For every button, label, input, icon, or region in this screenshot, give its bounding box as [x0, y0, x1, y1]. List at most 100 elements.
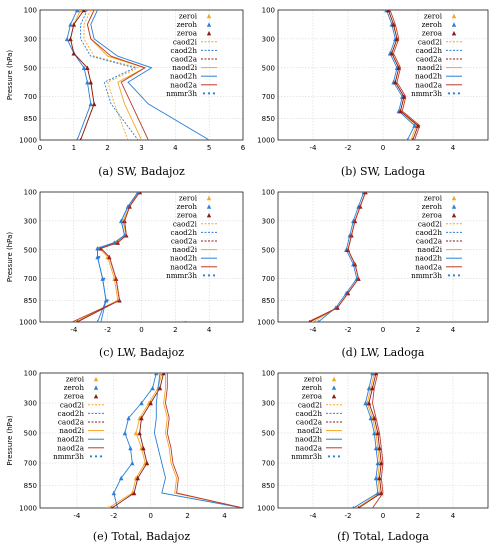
- data-point-zeroh: [366, 385, 372, 391]
- data-point-nmmr3h: [98, 255, 101, 259]
- legend-label: zeroh: [422, 20, 443, 29]
- series-group: [64, 10, 210, 140]
- legend-label: naod2i: [297, 426, 322, 435]
- data-point-zeroa: [370, 385, 375, 391]
- data-point-zeroa: [88, 80, 93, 85]
- legend-label: naod2a: [170, 262, 197, 271]
- y-tick-label: 1000: [257, 319, 275, 327]
- series-line-zeroh: [386, 10, 416, 140]
- data-point-nmmr3h: [137, 192, 140, 194]
- data-point-zeroa: [110, 505, 114, 508]
- series-line-zeroa: [111, 373, 165, 508]
- legend-label: nmmr3h: [291, 452, 322, 461]
- legend-label: zeroa: [64, 392, 85, 401]
- data-point-zeroa: [135, 475, 141, 481]
- y-axis-label: Pressure (hPa): [6, 415, 14, 465]
- panel-caption: (d) LW, Ladoga: [342, 346, 425, 359]
- legend-label: zeroa: [177, 211, 198, 220]
- data-point-zeroh: [150, 385, 155, 391]
- legend-swatch: [451, 213, 457, 218]
- y-tick-label: 100: [24, 7, 37, 15]
- legend-label: zeroi: [424, 12, 443, 21]
- y-tick-label: 1000: [257, 505, 275, 513]
- y-tick-label: 700: [24, 275, 37, 283]
- panel-caption: (b) SW, Ladoga: [341, 165, 426, 178]
- series-line-zeroi: [356, 373, 380, 508]
- data-point-zeroa: [398, 108, 403, 114]
- legend-swatch: [451, 195, 457, 201]
- x-tick-label: -2: [104, 326, 111, 334]
- legend-swatch: [451, 13, 457, 19]
- legend-label: naod2h: [295, 435, 322, 444]
- legend-swatch: [206, 22, 212, 27]
- series-group: [71, 192, 187, 322]
- legend-label: caod2a: [296, 418, 323, 427]
- data-point-nmmr3h: [126, 205, 130, 208]
- series-line-naod2i: [163, 373, 243, 508]
- data-point-zeroh: [88, 101, 93, 107]
- plot-frame: [277, 191, 489, 323]
- data-point-zeroh: [317, 319, 320, 322]
- data-point-zeroa: [375, 430, 380, 436]
- data-point-zeroa: [377, 445, 382, 451]
- x-tick-label: 4: [222, 512, 227, 520]
- y-tick-label: 300: [24, 35, 37, 43]
- legend-label: caod2i: [60, 400, 85, 409]
- x-tick-label: -2: [345, 326, 352, 334]
- panel-caption: (c) LW, Badajoz: [99, 346, 184, 359]
- x-tick-label: -4: [310, 512, 318, 520]
- legend-label: zeroa: [177, 29, 198, 38]
- data-point-nmmr3h: [96, 247, 99, 250]
- data-point-nmmr3h: [184, 320, 187, 322]
- y-tick-label: 100: [262, 370, 275, 378]
- legend-swatch: [206, 213, 212, 218]
- legend-label: zeroa: [302, 392, 323, 401]
- data-point-zeroh: [375, 460, 380, 466]
- legend-swatch: [212, 92, 216, 95]
- legend-swatch: [332, 455, 336, 458]
- x-tick-label: 2: [105, 144, 109, 152]
- data-point-zeroa: [76, 319, 79, 322]
- series-line-zeroh: [353, 373, 379, 508]
- legend-swatch: [99, 455, 103, 458]
- x-tick-label: 0: [148, 512, 152, 520]
- legend-label: naod2h: [170, 254, 197, 263]
- x-tick-label: 2: [416, 144, 420, 152]
- legend-label: nmmr3h: [166, 271, 197, 280]
- y-tick-label: 850: [24, 297, 37, 305]
- data-point-zeroh: [119, 475, 124, 481]
- series-group: [307, 192, 368, 322]
- data-point-zeroa: [79, 137, 82, 140]
- data-point-zeroh: [122, 430, 128, 436]
- y-tick-label: 300: [24, 400, 37, 408]
- legend-label: naod2a: [415, 262, 442, 271]
- y-tick-label: 850: [262, 297, 275, 305]
- y-tick-label: 100: [24, 189, 37, 197]
- legend-label: nmmr3h: [166, 89, 197, 98]
- legend-label: naod2i: [172, 245, 197, 254]
- data-point-zeroa: [137, 430, 142, 436]
- legend-label: naod2a: [57, 443, 84, 452]
- legend-label: naod2h: [57, 435, 84, 444]
- data-point-zeroh: [85, 80, 90, 85]
- x-tick-label: 0: [38, 144, 42, 152]
- y-tick-label: 1000: [257, 137, 275, 145]
- legend-swatch: [212, 274, 216, 277]
- data-point-zeroh: [111, 490, 117, 496]
- data-point-zeroh: [154, 373, 159, 376]
- data-point-zeroh: [68, 22, 73, 27]
- legend-swatch: [451, 204, 457, 209]
- legend-swatch: [457, 92, 461, 95]
- data-point-zeroi: [78, 10, 83, 13]
- data-point-zeroa: [391, 22, 396, 27]
- data-point-zeroh: [126, 415, 131, 421]
- x-tick-label: -4: [310, 326, 318, 334]
- x-tick-label: -2: [345, 512, 352, 520]
- legend-label: caod2i: [418, 219, 443, 228]
- series-line-caod2h: [80, 10, 139, 140]
- legend-label: caod2h: [171, 46, 198, 55]
- legend-label: nmmr3h: [411, 89, 442, 98]
- legend-swatch: [206, 13, 212, 19]
- plot-frame: [277, 372, 489, 509]
